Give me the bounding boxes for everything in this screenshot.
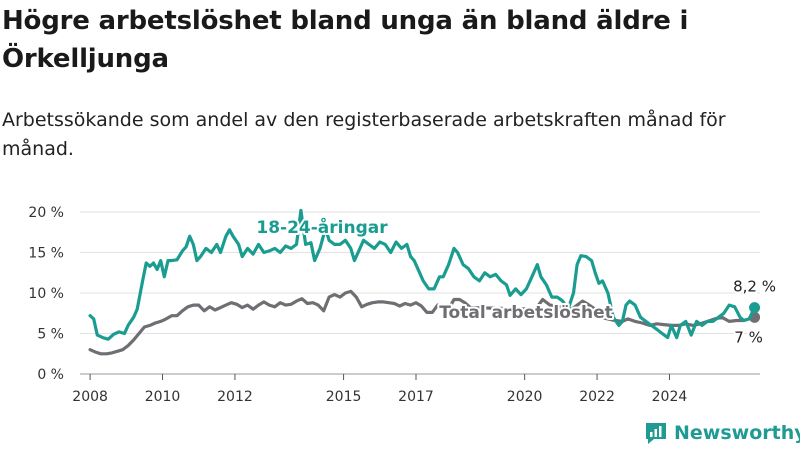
series (88, 208, 761, 356)
end-value-total: 7 % (734, 328, 763, 346)
series-line-total (88, 289, 757, 356)
chart-subtitle: Arbetssökande som andel av den registerb… (2, 109, 726, 160)
x-tick-label: 2020 (507, 389, 543, 405)
series-end-point (749, 302, 761, 314)
x-tick-label: 2015 (326, 389, 362, 405)
gridlines (80, 211, 760, 375)
series-label-youth: 18-24-åringar (256, 216, 388, 238)
x-tick-label: 2017 (398, 389, 434, 405)
x-tick-label: 2008 (72, 389, 108, 405)
newsworthy-logo-icon (646, 423, 666, 444)
brand-name: Newsworthy (674, 422, 800, 444)
y-tick-label: 15 % (28, 246, 64, 262)
x-tick-label: 2012 (217, 389, 253, 405)
y-tick-label: 10 % (28, 286, 64, 302)
series-line-youth (88, 208, 757, 341)
x-tick-label: 2010 (145, 389, 181, 405)
x-tick-label: 2022 (579, 389, 615, 405)
x-tick-label: 2024 (652, 389, 688, 405)
labels: 18-24-åringar Total arbetslöshet 8,2 % 7 % (254, 214, 778, 348)
y-tick-label: 5 % (37, 327, 64, 343)
series-label-total: Total arbetslöshet (439, 303, 613, 323)
axes: 0 % 5 % 10 % 15 % 20 % 2008 2010 2012 2015 2017 20… (28, 205, 687, 405)
newsworthy-logo: Newsworthy (644, 418, 800, 448)
y-tick-label: 0 % (37, 367, 64, 383)
end-value-youth: 8,2 % (733, 278, 776, 296)
chart-title: Högre arbetslöshet bland unga än bland ä… (2, 6, 689, 74)
y-tick-label: 20 % (28, 205, 64, 221)
